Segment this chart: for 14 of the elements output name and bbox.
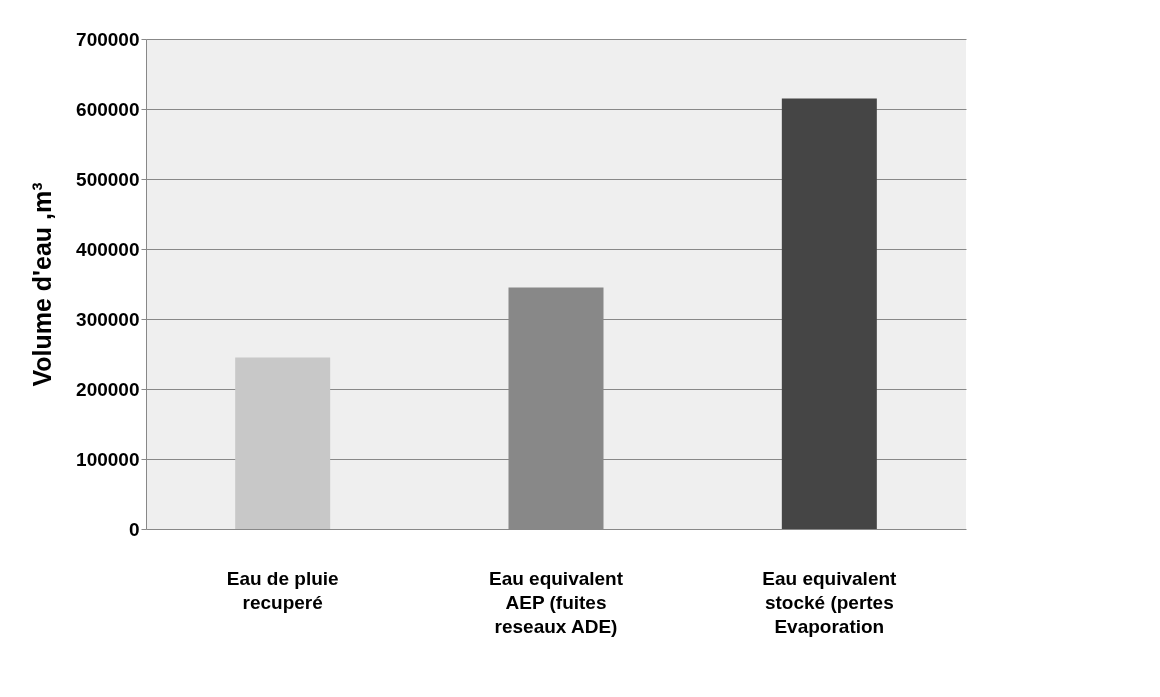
y-tick-label: 300000 [76, 308, 140, 330]
y-tick-label: 400000 [76, 238, 140, 260]
y-tick-label: 100000 [76, 448, 140, 470]
y-tick-label: 700000 [76, 28, 140, 50]
x-tick-label: Eau equivalent AEP (fuites reseaux ADE) [488, 567, 624, 637]
bar [235, 357, 331, 529]
y-axis-title: Volume d'eau ,m³ [28, 182, 57, 387]
y-tick-label: 500000 [76, 168, 140, 190]
y-tick-label: 600000 [76, 98, 140, 120]
y-tick-label: 200000 [76, 378, 140, 400]
x-tick-label: Eau equivalent stocké (pertes Evaporation [762, 567, 898, 637]
bar [781, 98, 877, 529]
x-tick-label: Eau de pluie recuperé [226, 567, 339, 613]
y-tick-label: 0 [128, 518, 140, 540]
